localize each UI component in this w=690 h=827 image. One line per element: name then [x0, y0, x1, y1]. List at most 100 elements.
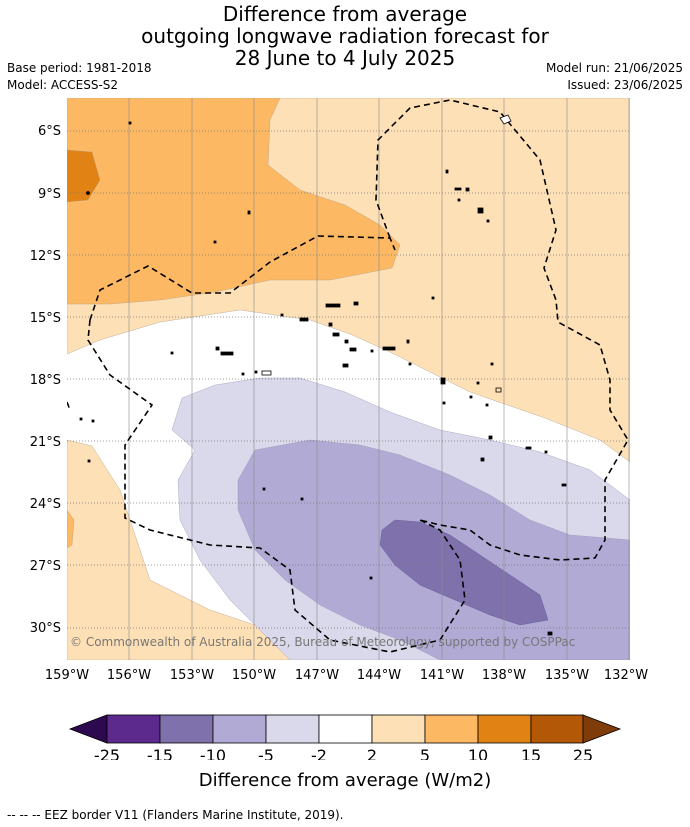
island: [299, 317, 309, 322]
eez-border-southwest: [87, 319, 466, 653]
island: [349, 347, 357, 352]
island: [480, 457, 485, 462]
colorbar-tick: -15: [147, 746, 173, 760]
island: [431, 296, 435, 300]
eez-border-west-edge: [67, 401, 71, 411]
colorbar-swatch: [371, 714, 426, 744]
island: [476, 381, 480, 385]
colorbar-swatch: [318, 714, 373, 744]
lat-label: 30°S: [30, 621, 61, 636]
island: [247, 210, 251, 215]
colorbar: [68, 714, 622, 744]
eez-borders: [67, 99, 629, 653]
island: [215, 346, 220, 351]
region-positive-southwest-small: [67, 509, 75, 549]
base-period: Base period: 1981-2018: [7, 61, 152, 75]
lat-label: 18°S: [30, 373, 61, 388]
island: [213, 240, 217, 244]
island: [485, 403, 489, 407]
model-name: Model: ACCESS-S2: [7, 78, 119, 92]
island: [445, 169, 449, 174]
colorbar-ticks: -25 -15 -10 -5 -2 2 5 10 15 25: [94, 746, 593, 760]
island: [495, 387, 502, 393]
island: [325, 303, 341, 308]
eez-legend-note: -- -- -- EEZ border V11 (Flanders Marine…: [7, 808, 344, 822]
colorbar-tick: 10: [468, 746, 488, 760]
map-figure: © Commonwealth of Australia 2025, Bureau…: [30, 98, 648, 760]
map-area: © Commonwealth of Australia 2025, Bureau…: [67, 98, 630, 660]
island: [254, 370, 258, 374]
island: [561, 483, 567, 487]
lat-label: 15°S: [30, 311, 61, 326]
island: [488, 435, 493, 440]
lat-label: 21°S: [30, 435, 61, 450]
island: [241, 372, 245, 376]
lon-label: 135°W: [545, 668, 589, 683]
eez-border-cook-islands: [89, 235, 396, 321]
colorbar-title: Difference from average (W/m2): [198, 770, 492, 791]
island: [525, 446, 532, 450]
colorbar-tick: 5: [420, 746, 430, 760]
lat-label: 24°S: [30, 497, 61, 512]
colorbar-tick: 25: [573, 746, 593, 760]
island: [382, 346, 396, 351]
island: [490, 362, 494, 366]
latitude-gridlines: [67, 130, 630, 629]
lon-label: 156°W: [107, 668, 151, 683]
colorbar-tick: -2: [311, 746, 327, 760]
lat-label: 6°S: [38, 124, 61, 139]
island: [332, 332, 340, 337]
island: [87, 459, 91, 463]
colorbar-tick: -5: [258, 746, 274, 760]
lat-label: 12°S: [30, 249, 61, 264]
lat-label: 27°S: [30, 559, 61, 574]
island: [353, 301, 359, 306]
lon-label: 159°W: [45, 668, 89, 683]
title-line-3: 28 June to 4 July 2025: [234, 46, 456, 70]
colorbar-swatch: [212, 714, 267, 744]
island: [280, 313, 284, 317]
colorbar-swatch: [106, 714, 161, 744]
island: [499, 114, 512, 125]
lon-label: 153°W: [170, 668, 214, 683]
copyright-notice: © Commonwealth of Australia 2025, Bureau…: [70, 635, 575, 649]
lon-label: 150°W: [232, 668, 276, 683]
island: [544, 450, 548, 454]
island: [469, 395, 473, 399]
region-negative-10-15: [379, 519, 549, 626]
latitude-axis: 6°S 9°S 12°S 15°S 18°S 21°S 24°S 27°S 30…: [30, 124, 61, 636]
island: [547, 631, 553, 636]
title-line-1: Difference from average: [222, 2, 468, 26]
lon-label: 138°W: [482, 668, 526, 683]
colorbar-swatch: [265, 714, 320, 744]
island: [457, 198, 461, 202]
colorbar-extend-max: [582, 714, 622, 744]
colorbar-swatch: [530, 714, 584, 744]
island: [442, 401, 446, 405]
colorbar-extend-min: [68, 714, 108, 744]
island: [79, 417, 83, 421]
island: [220, 351, 234, 356]
island: [342, 363, 349, 368]
island: [344, 339, 349, 344]
issued-date: Issued: 23/06/2025: [567, 78, 683, 92]
island: [406, 339, 410, 344]
island: [454, 187, 462, 191]
island: [477, 207, 484, 214]
islands: [79, 114, 567, 636]
colorbar-tick: -10: [200, 746, 226, 760]
island: [300, 497, 304, 501]
colorbar-swatch: [477, 714, 532, 744]
lon-label: 147°W: [295, 668, 339, 683]
island: [262, 487, 266, 491]
eez-border-french-polynesia: [375, 99, 629, 561]
colorbar-tick: 2: [367, 746, 377, 760]
island: [170, 351, 174, 355]
colorbar-tick: -25: [94, 746, 120, 760]
colorbar-swatch: [424, 714, 479, 744]
lat-label: 9°S: [38, 187, 61, 202]
island: [369, 576, 373, 580]
region-positive-southwest: [67, 439, 361, 660]
island: [261, 370, 272, 376]
island: [328, 322, 333, 327]
